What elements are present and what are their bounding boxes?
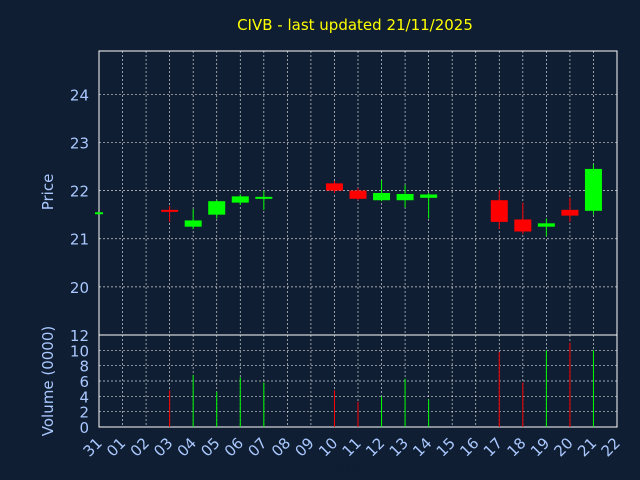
- candle-body: [396, 193, 414, 201]
- volume-panel: 0246810123101020304050607080910111213141…: [70, 327, 624, 460]
- x-tick-label: 31: [80, 434, 106, 460]
- price-tick-label: 22: [70, 183, 89, 201]
- x-tick-label: 18: [503, 434, 529, 460]
- candle-body: [208, 201, 226, 215]
- candle-body: [373, 193, 391, 201]
- candle-body: [561, 209, 579, 216]
- price-tick-label: 24: [70, 86, 89, 104]
- x-tick-label: 13: [386, 434, 412, 460]
- candle-body: [490, 200, 508, 222]
- x-tick-label: 10: [315, 434, 341, 460]
- price-tick-label: 21: [70, 231, 89, 249]
- candle-body: [537, 223, 555, 227]
- price-tick-label: 23: [70, 134, 89, 152]
- candle-body: [161, 209, 179, 212]
- x-tick-label: 01: [103, 434, 129, 460]
- candle-body: [584, 168, 602, 211]
- chart-title: CIVB - last updated 21/11/2025: [237, 16, 473, 34]
- volume-tick-label: 0: [79, 419, 89, 437]
- volume-tick-label: 2: [79, 404, 89, 422]
- x-tick-label: 08: [268, 434, 294, 460]
- candle-body: [349, 190, 367, 199]
- volume-tick-label: 12: [70, 327, 89, 345]
- x-tick-label: 04: [174, 434, 200, 460]
- x-tick-label: 22: [598, 434, 624, 460]
- x-tick-label: 17: [480, 434, 506, 460]
- x-tick-label: 11: [339, 434, 365, 460]
- volume-tick-label: 10: [70, 342, 89, 360]
- candle-body: [95, 212, 103, 215]
- volume-axis-label: Volume (0000): [39, 326, 57, 436]
- volume-tick-label: 8: [79, 358, 89, 376]
- candle-body: [325, 183, 343, 191]
- x-axis-label: Day: [334, 460, 362, 476]
- candle-body: [420, 194, 438, 198]
- x-tick-label: 03: [150, 434, 176, 460]
- x-tick-label: 19: [527, 434, 553, 460]
- x-tick-label: 09: [292, 434, 318, 460]
- candle-body: [184, 220, 202, 227]
- price-panel: 20 21 22 23 24: [70, 50, 618, 336]
- x-tick-label: 14: [409, 434, 435, 460]
- x-tick-label: 20: [551, 434, 577, 460]
- x-tick-label: 16: [456, 434, 482, 460]
- volume-tick-label: 6: [79, 373, 89, 391]
- x-tick-label: 15: [433, 434, 459, 460]
- x-tick-label: 12: [362, 434, 388, 460]
- candle-body: [231, 196, 249, 203]
- x-tick-label: 05: [197, 434, 223, 460]
- x-tick-label: 02: [127, 434, 153, 460]
- x-tick-label: 21: [574, 434, 600, 460]
- x-tick-label: 07: [244, 434, 270, 460]
- x-tick-label: 06: [221, 434, 247, 460]
- volume-tick-label: 4: [79, 388, 89, 406]
- candle-body: [255, 196, 273, 199]
- price-tick-label: 20: [70, 279, 89, 297]
- price-axis-label: Price: [39, 174, 57, 211]
- candle-body: [514, 219, 532, 232]
